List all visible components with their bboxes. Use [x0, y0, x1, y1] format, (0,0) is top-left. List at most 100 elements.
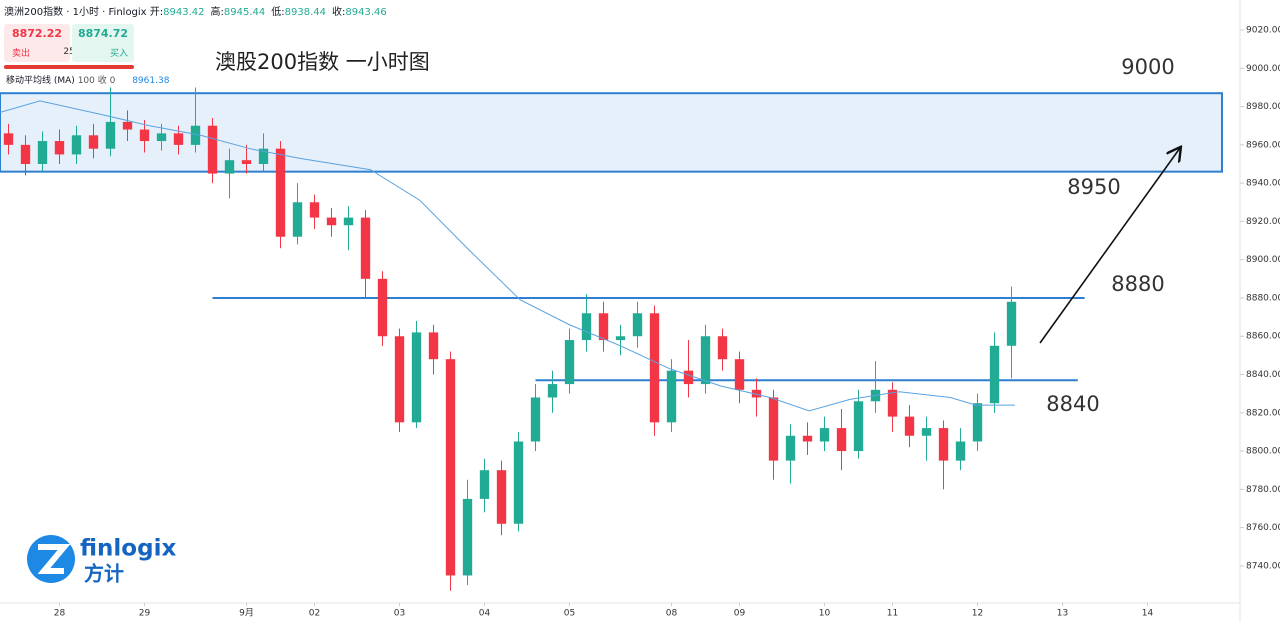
- candle-body: [581, 313, 592, 341]
- x-tick-label: 02: [309, 609, 320, 619]
- candle-body: [904, 416, 915, 436]
- y-tick-label: 8760.00: [1246, 523, 1280, 533]
- candle-body: [462, 498, 473, 576]
- candle-body: [598, 313, 609, 341]
- x-tick-label: 04: [479, 609, 491, 619]
- ohlc: 开:8943.42 高:8945.44 低:8938.44 收:8943.46: [150, 7, 393, 18]
- x-tick-label: 09: [734, 609, 746, 619]
- candle-body: [207, 125, 218, 174]
- candle-body: [326, 217, 337, 226]
- indicator: 移动平均线 (MA): [6, 76, 75, 86]
- candle-body: [717, 336, 728, 360]
- candle-body: [887, 389, 898, 417]
- buy-price: 8874.72: [77, 27, 129, 40]
- symbol: 澳洲200指数 · 1小时 · Finlogix: [4, 7, 147, 18]
- candle-body: [360, 217, 371, 279]
- candle-body: [547, 384, 558, 398]
- candle-body: [190, 125, 201, 145]
- candle-body: [853, 401, 864, 452]
- candle-body: [20, 144, 31, 165]
- y-tick-label: 8740.00: [1246, 561, 1280, 571]
- candle-body: [683, 370, 694, 385]
- candle-body: [479, 470, 490, 499]
- plot: [0, 87, 1223, 591]
- candle-body: [139, 129, 150, 142]
- sell-price: 8872.22: [11, 27, 63, 40]
- candle-body: [513, 441, 524, 524]
- candle-body: [989, 345, 1000, 404]
- candle-body: [428, 332, 439, 360]
- x-tick-label: 9月: [239, 608, 254, 619]
- candle-body: [921, 428, 932, 436]
- candle-body: [802, 435, 813, 442]
- y-tick-label: 8840.00: [1246, 370, 1280, 380]
- logo-text: 方计: [84, 562, 124, 586]
- candle-body: [156, 133, 167, 142]
- x-tick-label: 28: [54, 609, 66, 619]
- logo-mark: [37, 544, 71, 574]
- y-tick-label: 8820.00: [1246, 408, 1280, 418]
- candle-body: [700, 336, 711, 385]
- candle-body: [224, 160, 235, 174]
- indicator-header: 移动平均线 (MA) 100 收 0 8961.38: [6, 73, 169, 86]
- spread-bar: [4, 65, 134, 69]
- candle-body: [445, 359, 456, 576]
- ohlc-value: 8943.46: [345, 7, 387, 18]
- candle-body: [564, 340, 575, 385]
- x-tick-label: 11: [887, 609, 898, 619]
- candle-body: [649, 313, 660, 423]
- candle-body: [343, 217, 354, 226]
- candle-body: [530, 397, 541, 442]
- candle-body: [615, 336, 626, 341]
- chart-title: 澳股200指数 一小时图: [215, 50, 430, 74]
- y-tick-label: 8800.00: [1246, 447, 1280, 457]
- candle-body: [105, 121, 116, 149]
- y-tick-label: 8860.00: [1246, 332, 1280, 342]
- annotation: 8880: [1111, 272, 1164, 296]
- x-tick-label: 08: [666, 609, 678, 619]
- candle-body: [972, 403, 983, 442]
- candle-body: [819, 428, 830, 442]
- candle-body: [411, 332, 422, 423]
- x-tick-label: 05: [564, 609, 575, 619]
- candle-body: [309, 202, 320, 218]
- candle-body: [173, 133, 184, 145]
- y-tick-label: 9000.00: [1246, 64, 1280, 74]
- x-tick-label: 13: [1057, 609, 1068, 619]
- buy-label: 买入: [110, 49, 129, 59]
- candle-body: [37, 141, 48, 165]
- sell-label: 卖出: [12, 49, 31, 59]
- x-tick-label: 10: [819, 609, 831, 619]
- candle-body: [71, 135, 82, 155]
- candle-body: [377, 278, 388, 337]
- annotation: 9000: [1121, 55, 1174, 79]
- candle-body: [734, 359, 745, 390]
- y-tick-label: 8900.00: [1246, 255, 1280, 265]
- ohlc-label: 低:: [271, 7, 285, 18]
- ohlc-label: 开:: [149, 7, 164, 18]
- candle-body: [258, 148, 269, 165]
- sell-button[interactable]: 8872.22 卖出: [4, 24, 70, 62]
- candle-body: [3, 133, 14, 145]
- indicator-value: 8961.38: [132, 76, 170, 86]
- indicator-params: 100 收 0: [77, 76, 116, 86]
- candle-body: [275, 148, 286, 237]
- candle-body: [666, 370, 677, 423]
- candle-body: [241, 160, 252, 165]
- ohlc-label: 收:: [332, 7, 346, 18]
- candle-body: [836, 428, 847, 452]
- candle-body: [938, 428, 949, 461]
- y-tick-label: 8980.00: [1246, 102, 1280, 112]
- annotation: 8840: [1046, 392, 1099, 416]
- moving-average: [0, 100, 1015, 412]
- x-tick-label: 03: [394, 609, 405, 619]
- y-tick-label: 9020.00: [1246, 26, 1280, 36]
- candle-body: [122, 121, 133, 130]
- annotation: 8950: [1067, 175, 1120, 199]
- x-tick-label: 14: [1142, 609, 1154, 619]
- symbol-header: 澳洲200指数 · 1小时 · Finlogix 开:8943.42 高:8945…: [4, 3, 393, 18]
- buy-button[interactable]: 8874.72 买入: [72, 24, 134, 62]
- ohlc-value: 8938.44: [284, 7, 326, 18]
